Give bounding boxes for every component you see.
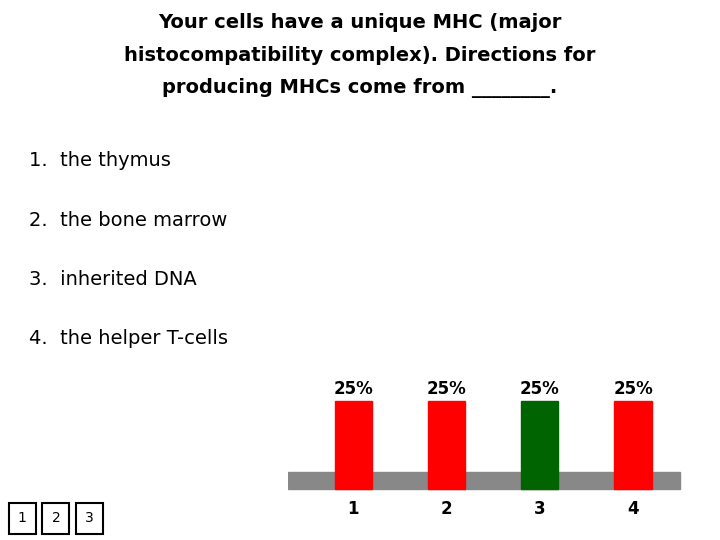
Text: 1.  the thymus: 1. the thymus xyxy=(29,151,171,170)
Text: 4.  the helper T-cells: 4. the helper T-cells xyxy=(29,329,228,348)
Bar xyxy=(288,471,680,489)
Bar xyxy=(335,471,372,489)
Text: 25%: 25% xyxy=(333,380,373,399)
Text: 25%: 25% xyxy=(520,380,559,399)
Text: 2.  the bone marrow: 2. the bone marrow xyxy=(29,211,228,229)
FancyBboxPatch shape xyxy=(9,503,36,534)
Bar xyxy=(335,401,372,471)
Text: 1: 1 xyxy=(18,511,27,525)
Text: 2: 2 xyxy=(52,511,60,525)
Text: 25%: 25% xyxy=(427,380,467,399)
Text: 3.  inherited DNA: 3. inherited DNA xyxy=(29,270,197,289)
Text: 25%: 25% xyxy=(613,380,653,399)
FancyBboxPatch shape xyxy=(76,503,103,534)
Bar xyxy=(614,401,652,471)
Bar xyxy=(428,471,465,489)
Bar xyxy=(521,471,559,489)
Text: Your cells have a unique MHC (major: Your cells have a unique MHC (major xyxy=(158,14,562,32)
Bar xyxy=(521,401,559,471)
Bar xyxy=(614,471,652,489)
Text: 3: 3 xyxy=(85,511,94,525)
Text: histocompatibility complex). Directions for: histocompatibility complex). Directions … xyxy=(125,46,595,65)
FancyBboxPatch shape xyxy=(42,503,69,534)
Bar xyxy=(428,401,465,471)
Text: producing MHCs come from ________.: producing MHCs come from ________. xyxy=(163,78,557,98)
